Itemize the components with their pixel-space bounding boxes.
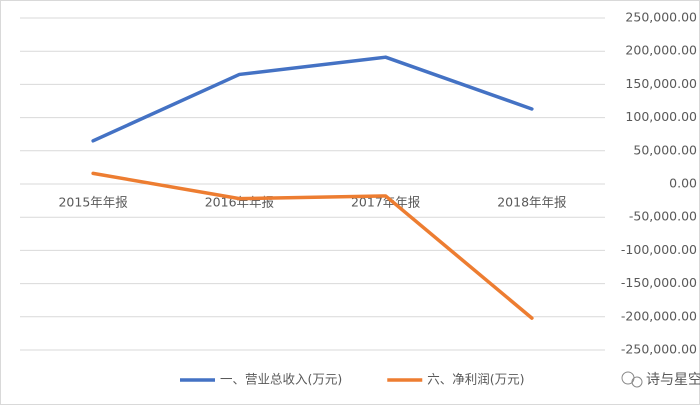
watermark-icon <box>631 376 643 388</box>
y-tick-label: 0.00 <box>669 176 697 191</box>
x-tick-label: 2015年年报 <box>58 195 128 210</box>
legend-label: 一、营业总收入(万元) <box>220 372 342 387</box>
y-tick-label: -250,000.00 <box>621 342 697 357</box>
series-line <box>91 55 534 143</box>
series-line <box>91 171 534 320</box>
y-tick-label: -150,000.00 <box>621 275 697 290</box>
y-tick-label: 100,000.00 <box>625 109 697 124</box>
y-tick-label: -200,000.00 <box>621 308 697 323</box>
watermark: 诗与星空 <box>621 371 700 388</box>
y-tick-label: 200,000.00 <box>625 43 697 58</box>
watermark-text: 诗与星空 <box>646 372 700 388</box>
x-tick-label: 2017年年报 <box>351 195 421 210</box>
y-tick-label: -50,000.00 <box>629 209 697 224</box>
y-tick-label: 150,000.00 <box>625 76 697 91</box>
y-tick-label: -100,000.00 <box>621 242 697 257</box>
x-tick-label: 2018年年报 <box>497 195 567 210</box>
legend-label: 六、净利润(万元) <box>427 372 524 387</box>
y-tick-label: 50,000.00 <box>633 142 697 157</box>
y-tick-label: 250,000.00 <box>625 10 697 25</box>
